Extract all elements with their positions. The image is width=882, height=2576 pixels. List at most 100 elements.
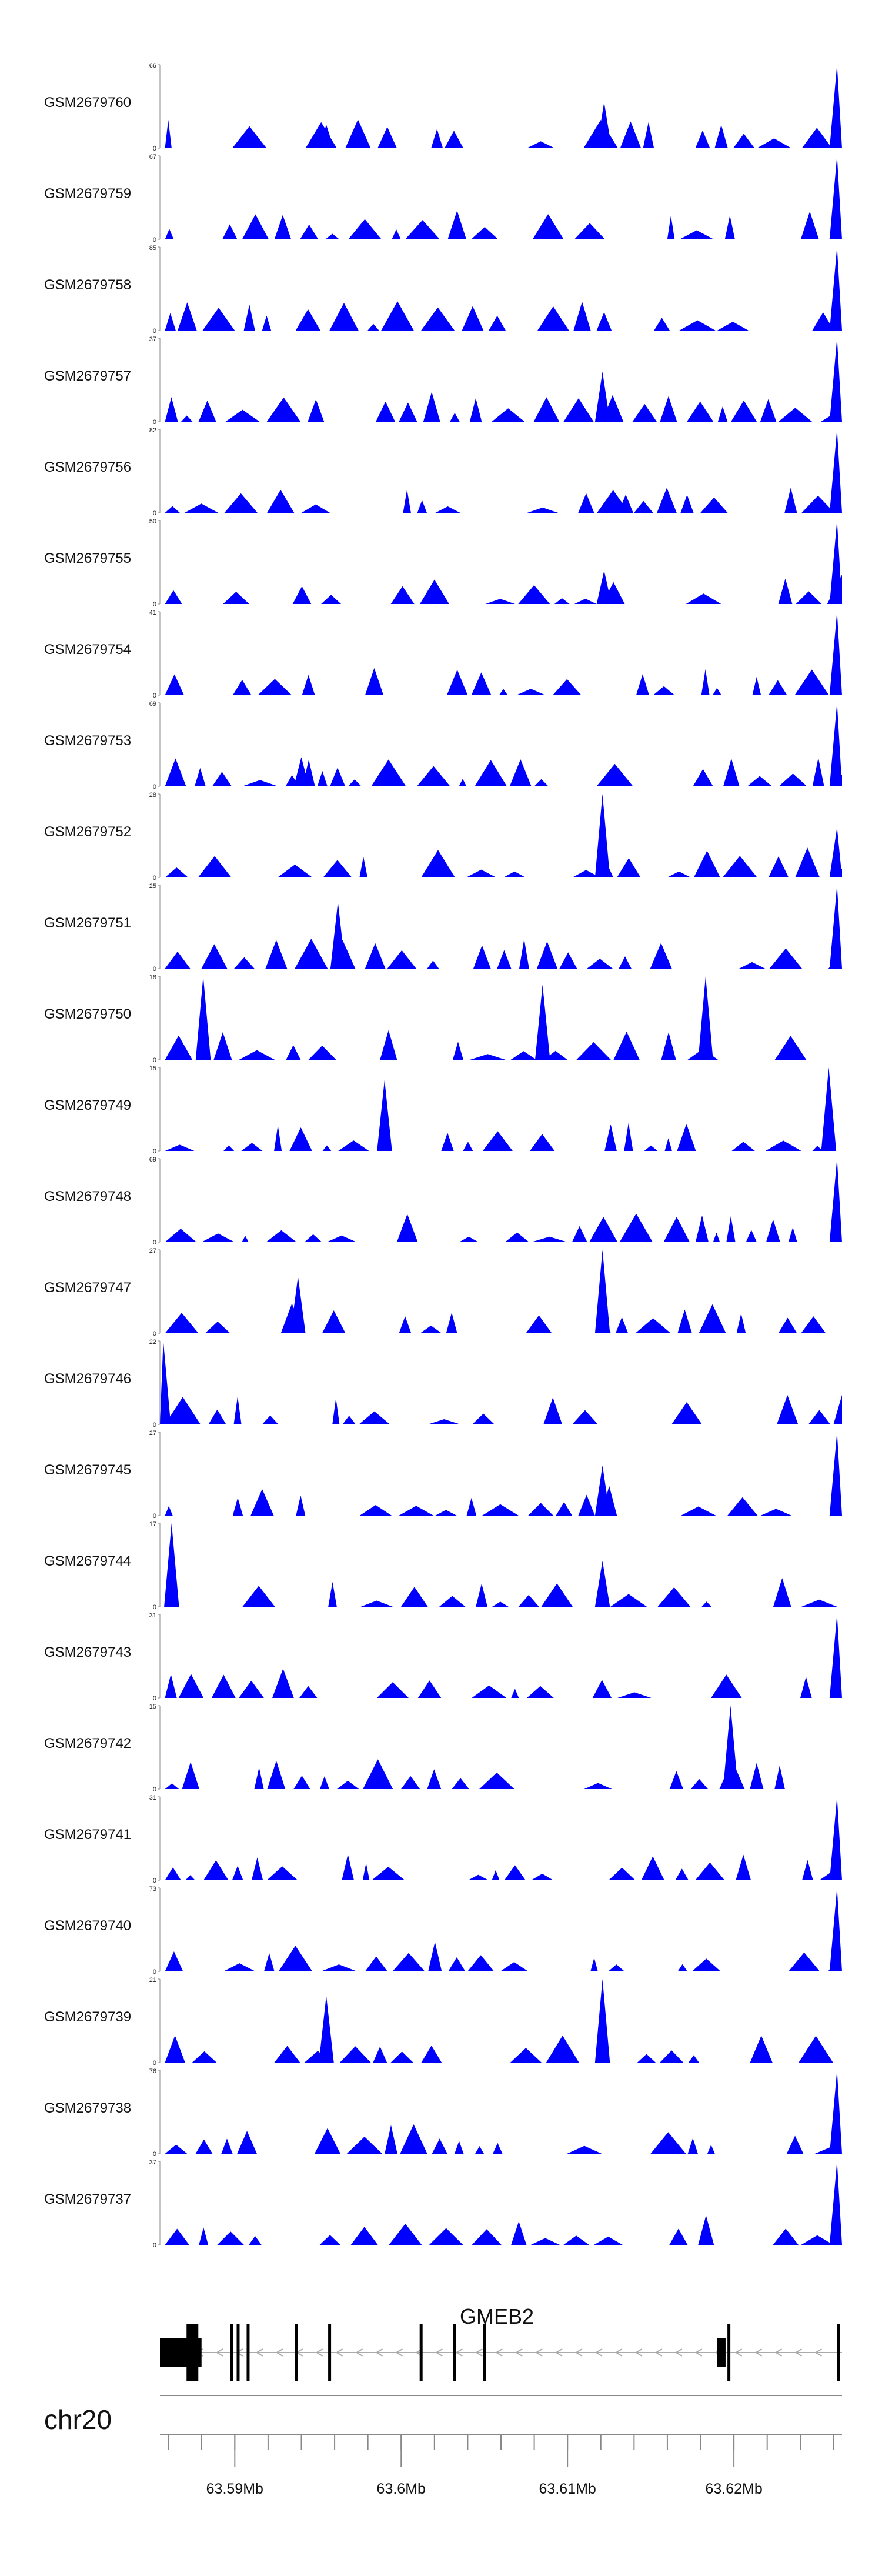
track-ymin-label: 0 [153, 875, 156, 882]
gene-exon [419, 2324, 423, 2381]
coverage-area [160, 1888, 842, 1971]
gene-exon-block [717, 2338, 726, 2367]
track-ymin-label: 0 [153, 966, 156, 973]
coverage-area [160, 1341, 842, 1424]
track-label: GSM2679758 [44, 277, 131, 293]
coverage-area [160, 338, 842, 422]
axis-tick-label: 63.61Mb [539, 2481, 596, 2497]
strand-arrow [375, 2348, 383, 2357]
coverage-area [160, 520, 842, 604]
genome-axis: chr20 63.59Mb 63.6Mb 63.61Mb 63.62Mb [44, 2395, 842, 2497]
coverage-area [160, 2070, 842, 2154]
track-label: GSM2679747 [44, 1280, 131, 1296]
track-label: GSM2679752 [44, 824, 131, 840]
track-ymax-label: 25 [149, 883, 156, 890]
track-ymax-label: 37 [149, 336, 156, 343]
track-GSM2679747: GSM2679747 27 0 [44, 1247, 842, 1337]
track-ymin-label: 0 [153, 1330, 156, 1337]
track-ymin-label: 0 [153, 2151, 156, 2158]
track-ymin-label: 0 [153, 1422, 156, 1429]
track-ymax-label: 50 [149, 518, 156, 525]
track-ymax-label: 67 [149, 154, 156, 161]
strand-arrow [594, 2348, 603, 2357]
gene-exon [236, 2324, 240, 2381]
track-ymax-label: 37 [149, 2159, 156, 2166]
strand-arrow [275, 2348, 283, 2357]
track-GSM2679748: GSM2679748 69 0 [44, 1156, 842, 1246]
track-GSM2679755: GSM2679755 50 0 [44, 518, 842, 608]
track-GSM2679749: GSM2679749 15 0 [44, 1065, 842, 1155]
chromosome-label: chr20 [44, 2404, 112, 2435]
coverage-area [160, 1706, 842, 1789]
strand-arrow [694, 2348, 703, 2357]
coverage-area [160, 1523, 842, 1607]
track-ymax-label: 27 [149, 1247, 156, 1254]
coverage-area [160, 65, 842, 148]
gene-exon [246, 2324, 250, 2381]
coverage-area [160, 1979, 842, 2063]
strand-arrow [455, 2348, 463, 2357]
track-ymax-label: 85 [149, 245, 156, 252]
track-GSM2679756: GSM2679756 82 0 [44, 427, 842, 517]
strand-arrow [654, 2348, 663, 2357]
strand-arrow [335, 2348, 343, 2357]
track-label: GSM2679760 [44, 95, 131, 111]
track-ymin-label: 0 [153, 1604, 156, 1611]
coverage-area [160, 1432, 842, 1516]
track-ymin-label: 0 [153, 419, 156, 426]
coverage-area [160, 429, 842, 513]
track-ymax-label: 31 [149, 1612, 156, 1619]
track-ymin-label: 0 [153, 2060, 156, 2067]
track-GSM2679740: GSM2679740 73 0 [44, 1886, 842, 1976]
coverage-area [160, 1250, 842, 1333]
gene-exon [483, 2324, 486, 2381]
track-label: GSM2679745 [44, 1462, 131, 1478]
strand-arrow [754, 2348, 763, 2357]
track-label: GSM2679737 [44, 2191, 131, 2207]
axis-tick-label: 63.6Mb [377, 2481, 426, 2497]
track-label: GSM2679739 [44, 2009, 131, 2025]
track-ymax-label: 15 [149, 1065, 156, 1072]
track-label: GSM2679749 [44, 1097, 131, 1113]
coverage-area [160, 247, 842, 331]
strand-arrow [435, 2348, 443, 2357]
track-GSM2679745: GSM2679745 27 0 [44, 1430, 842, 1520]
track-GSM2679741: GSM2679741 31 0 [44, 1794, 842, 1884]
coverage-area [160, 1614, 842, 1698]
strand-arrow [814, 2348, 822, 2357]
track-GSM2679750: GSM2679750 18 0 [44, 974, 842, 1064]
gene-utr-block [160, 2338, 191, 2367]
track-ymin-label: 0 [153, 1877, 156, 1884]
strand-arrow [355, 2348, 363, 2357]
strand-arrow [734, 2348, 743, 2357]
strand-arrow [315, 2348, 323, 2357]
track-ymax-label: 17 [149, 1521, 156, 1528]
track-GSM2679758: GSM2679758 85 0 [44, 245, 842, 335]
coverage-area [160, 976, 842, 1060]
track-ymin-label: 0 [153, 601, 156, 608]
track-label: GSM2679751 [44, 915, 131, 931]
gene-exon [295, 2324, 298, 2381]
track-GSM2679759: GSM2679759 67 0 [44, 154, 842, 243]
track-GSM2679753: GSM2679753 69 0 [44, 700, 842, 790]
track-ymin-label: 0 [153, 2242, 156, 2249]
coverage-area [160, 156, 842, 239]
strand-arrow [794, 2348, 802, 2357]
strand-arrow [475, 2348, 483, 2357]
gene-exon [453, 2324, 456, 2381]
track-GSM2679742: GSM2679742 15 0 [44, 1703, 842, 1793]
strand-arrow [495, 2348, 503, 2357]
track-ymax-label: 22 [149, 1339, 156, 1346]
strand-arrow [575, 2348, 583, 2357]
track-ymax-label: 31 [149, 1794, 156, 1801]
track-GSM2679746: GSM2679746 22 0 [44, 1339, 842, 1429]
track-ymin-label: 0 [153, 783, 156, 790]
track-ymin-label: 0 [153, 1148, 156, 1155]
track-ymin-label: 0 [153, 1057, 156, 1064]
track-ymax-label: 69 [149, 700, 156, 708]
coverage-area [160, 612, 842, 695]
track-ymax-label: 15 [149, 1703, 156, 1710]
track-ymin-label: 0 [153, 236, 156, 243]
coverage-area [160, 1067, 842, 1151]
